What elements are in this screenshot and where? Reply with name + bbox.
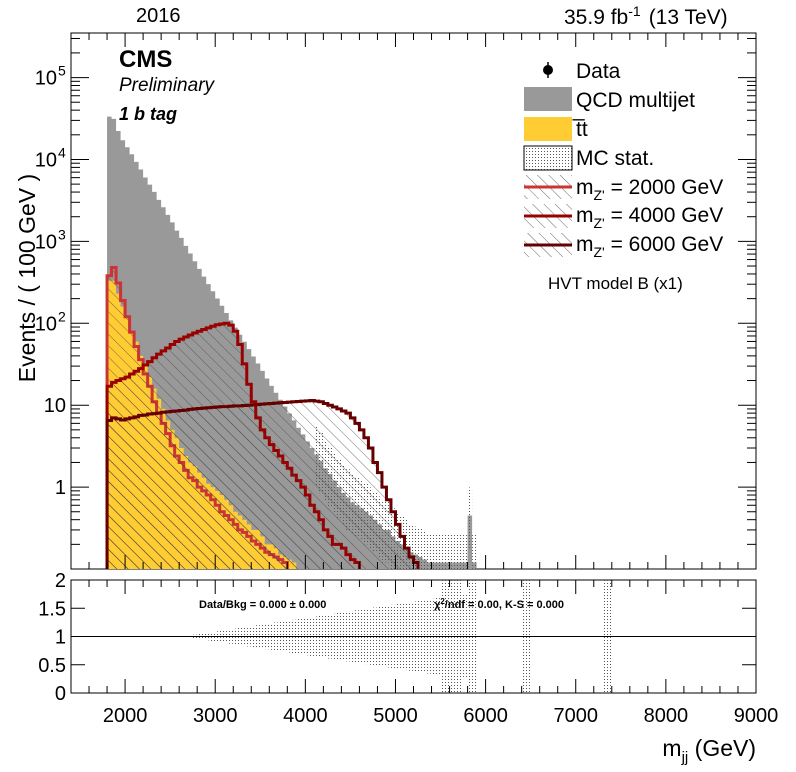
lumi-label: 35.9 fb-1 (13 TeV) — [564, 3, 728, 29]
category-label: 1 b tag — [119, 104, 177, 124]
ratio-summary-label: Data/Bkg = 0.000 ± 0.000 — [199, 599, 326, 611]
x-tick-label: 6000 — [463, 705, 508, 727]
mc-stat-band-bin — [436, 534, 441, 569]
x-tick-label: 3000 — [193, 705, 238, 727]
x-tick-label: 7000 — [553, 705, 598, 727]
y-tick-label: 10 — [35, 313, 57, 335]
x-tick-label: 5000 — [373, 705, 418, 727]
chi2-summary-label: χ2/ndf = 0.00, K-S = 0.000 — [434, 597, 564, 611]
legend-label-ttbar: t̅t — [572, 118, 588, 141]
mc-stat-band-bin — [454, 534, 459, 569]
x-tick-label: 8000 — [644, 705, 689, 727]
ratio-axes: 2000 3000 4000 5000 6000 7000 8000 9000 0 0.5 1 1.5… — [38, 570, 778, 727]
legend-entry-signal-2000: mZ' = 2000 GeV — [524, 175, 723, 203]
model-label: HVT model B (x1) — [548, 274, 683, 293]
y-tick-exponent: 3 — [58, 226, 66, 242]
mc-stat-band-bin — [472, 534, 477, 569]
mc-stat-band-bin — [463, 534, 468, 569]
legend-label-qcd: QCD multijet — [576, 89, 695, 112]
year-label: 2016 — [136, 5, 181, 27]
y-tick-label: 1 — [55, 477, 66, 499]
mc-stat-band-bin — [445, 534, 450, 569]
y-tick-label: 10 — [44, 395, 66, 417]
y-tick-exponent: 4 — [58, 144, 66, 160]
signal-6000-line — [105, 399, 420, 569]
y-axis-title: Events / ( 100 GeV ) — [14, 174, 40, 382]
legend-entry-ttbar: t̅t — [524, 117, 588, 141]
legend-label-mcstat: MC stat. — [576, 147, 654, 170]
mc-stat-band-bin — [449, 534, 455, 569]
legend-label-signal-2000: mZ' = 2000 GeV — [576, 176, 723, 203]
legend-entry-signal-6000: mZ' = 6000 GeV — [524, 233, 723, 260]
ratio-y-tick-label: 1.5 — [38, 598, 66, 620]
ratio-y-tick-label: 0.5 — [38, 655, 66, 677]
x-tick-label: 2000 — [103, 705, 148, 727]
status-label: Preliminary — [119, 75, 216, 96]
signal-6000-hatch — [107, 400, 419, 569]
mc-stat-band-bin — [467, 487, 473, 549]
legend-entry-signal-4000: mZ' = 4000 GeV — [524, 204, 723, 231]
ratio-y-tick-label: 1 — [55, 627, 66, 649]
ratio-plot-area — [71, 580, 756, 693]
mc-stat-band-bin — [440, 534, 446, 569]
main-plot-area — [105, 116, 477, 569]
ratio-y-tick-label: 2 — [55, 570, 66, 592]
mc-stat-band-bin — [418, 528, 423, 569]
y-tick-label: 10 — [35, 149, 57, 171]
x-tick-label: 9000 — [734, 705, 779, 727]
mc-stat-band-bin — [413, 526, 419, 569]
x-axis-title: mjj (GeV) — [662, 735, 756, 766]
y-tick-label: 10 — [35, 231, 57, 253]
mc-stat-band-bin — [427, 534, 432, 569]
mc-stat-band-bin — [431, 534, 437, 569]
x-tick-label: 4000 — [283, 705, 328, 727]
mc-stat-band-bin — [458, 534, 464, 569]
legend-entry-mcstat: MC stat. — [523, 145, 654, 171]
legend: Data QCD multijet t̅t MC stat. mZ' = 200… — [523, 60, 723, 293]
experiment-label: CMS — [119, 46, 172, 73]
ratio-y-tick-label: 0 — [55, 683, 66, 705]
y-tick-label: 10 — [35, 68, 57, 90]
mc-stat-band-bin — [408, 524, 414, 569]
mc-stat-band-bin — [422, 531, 428, 569]
legend-entry-qcd: QCD multijet — [524, 87, 695, 112]
y-tick-exponent: 5 — [58, 63, 66, 79]
legend-label-data: Data — [576, 60, 621, 83]
legend-entry-data: Data — [543, 60, 621, 83]
y-tick-exponent: 2 — [58, 308, 66, 324]
mc-stat-band-bin — [404, 520, 409, 569]
